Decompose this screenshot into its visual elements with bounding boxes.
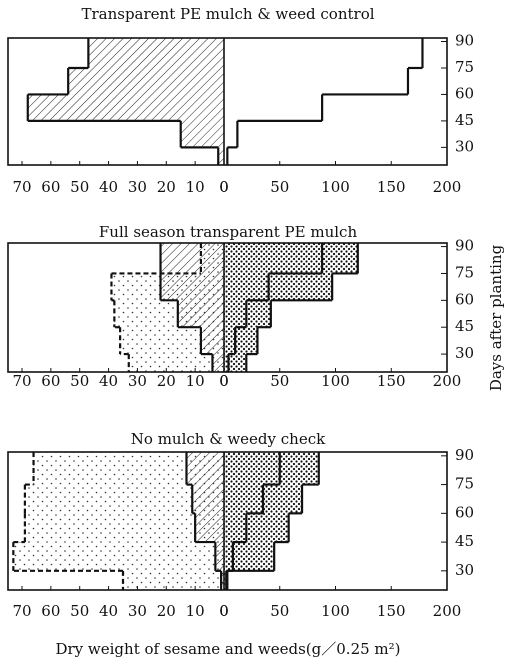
- x-tick-label: 100: [321, 602, 350, 620]
- bar-segment: [200, 327, 224, 355]
- x-tick-label: 0: [219, 178, 229, 196]
- y-tick-label: 90: [455, 32, 474, 50]
- bar-segment: [224, 300, 271, 328]
- y-tick-label: 90: [455, 446, 474, 464]
- y-tick-label: 60: [455, 84, 474, 102]
- bar-segment: [224, 452, 319, 485]
- x-tick-label: 0: [219, 602, 229, 620]
- x-tick-label: 50: [70, 178, 89, 196]
- bar-segment: [215, 542, 224, 571]
- bar-segment: [212, 354, 224, 372]
- x-tick-label: 10: [186, 602, 205, 620]
- bar-segment: [128, 354, 224, 372]
- bar-segment: [24, 484, 225, 514]
- bar-segment: [180, 120, 224, 148]
- x-tick-label: 0: [219, 372, 229, 390]
- y-tick-label: 45: [455, 111, 474, 129]
- bar-segment: [160, 273, 224, 301]
- y-tick-label: 90: [455, 237, 474, 255]
- x-tick-label: 50: [270, 178, 289, 196]
- bar-segment: [224, 38, 422, 68]
- bar-segment: [186, 452, 224, 485]
- x-tick-label: 50: [70, 372, 89, 390]
- bar-segment: [195, 513, 224, 543]
- y-tick-label: 75: [455, 263, 474, 281]
- x-tick-label: 200: [433, 602, 462, 620]
- bar-segment: [123, 570, 224, 590]
- bar-segment: [221, 570, 224, 590]
- x-tick-label: 150: [377, 602, 406, 620]
- bar-segment: [88, 38, 224, 68]
- y-tick-label: 30: [455, 344, 474, 362]
- plot-frame: [7, 451, 448, 591]
- x-axis-label: Dry weight of sesame and weeds(g／0.25 m²…: [55, 640, 400, 658]
- x-tick-label: 30: [128, 372, 147, 390]
- bar-segment: [224, 542, 275, 571]
- bar-segment: [224, 327, 258, 355]
- y-tick-label: 60: [455, 503, 474, 521]
- x-tick-label: 150: [377, 372, 406, 390]
- y-tick-label: 45: [455, 317, 474, 335]
- plot-frame: [7, 37, 448, 166]
- bar-segment: [224, 68, 408, 94]
- bar-segment: [177, 300, 224, 328]
- x-tick-label: 200: [433, 372, 462, 390]
- x-tick-label: 100: [321, 372, 350, 390]
- bar-segment: [224, 121, 237, 147]
- x-tick-label: 30: [128, 178, 147, 196]
- x-tick-label: 20: [157, 372, 176, 390]
- bar-segment: [224, 273, 333, 301]
- bar-segment: [27, 94, 225, 121]
- x-tick-label: 70: [12, 602, 31, 620]
- bar-segment: [192, 484, 224, 514]
- bar-segment: [160, 243, 224, 274]
- y-tick-label: 75: [455, 58, 474, 76]
- x-tick-label: 50: [270, 372, 289, 390]
- bar-segment: [218, 147, 224, 165]
- x-tick-label: 10: [186, 178, 205, 196]
- bar-segment: [13, 542, 224, 571]
- chart-title: No mulch & weedy check: [131, 430, 326, 448]
- x-tick-label: 200: [433, 178, 462, 196]
- bar-segment: [224, 94, 322, 120]
- x-tick-label: 40: [99, 602, 118, 620]
- bar-segment: [224, 243, 358, 274]
- x-tick-label: 40: [99, 372, 118, 390]
- bar-segment: [68, 67, 225, 95]
- y-tick-label: 30: [455, 561, 474, 579]
- x-tick-label: 70: [12, 372, 31, 390]
- y-tick-label: 30: [455, 137, 474, 155]
- x-tick-label: 30: [128, 602, 147, 620]
- x-tick-label: 20: [157, 178, 176, 196]
- bar-segment: [224, 513, 289, 543]
- bar-segment: [224, 354, 247, 372]
- x-tick-label: 10: [186, 372, 205, 390]
- x-tick-label: 150: [377, 178, 406, 196]
- x-tick-label: 60: [41, 178, 60, 196]
- y-axis-label: Days after planting: [487, 244, 505, 391]
- x-tick-label: 70: [12, 178, 31, 196]
- x-tick-label: 20: [157, 602, 176, 620]
- chart-title: Transparent PE mulch & weed control: [81, 5, 374, 23]
- x-tick-label: 50: [270, 602, 289, 620]
- bar-segment: [24, 513, 225, 543]
- x-tick-label: 60: [41, 372, 60, 390]
- x-tick-label: 50: [70, 602, 89, 620]
- plot-frame: [7, 242, 448, 373]
- x-tick-label: 0: [219, 372, 229, 390]
- x-tick-label: 0: [219, 602, 229, 620]
- chart-title: Full season transparent PE mulch: [99, 223, 358, 241]
- x-tick-label: 100: [321, 178, 350, 196]
- x-tick-label: 40: [99, 178, 118, 196]
- y-tick-label: 45: [455, 532, 474, 550]
- y-tick-label: 75: [455, 475, 474, 493]
- x-tick-label: 0: [219, 178, 229, 196]
- y-tick-label: 60: [455, 290, 474, 308]
- x-tick-label: 60: [41, 602, 60, 620]
